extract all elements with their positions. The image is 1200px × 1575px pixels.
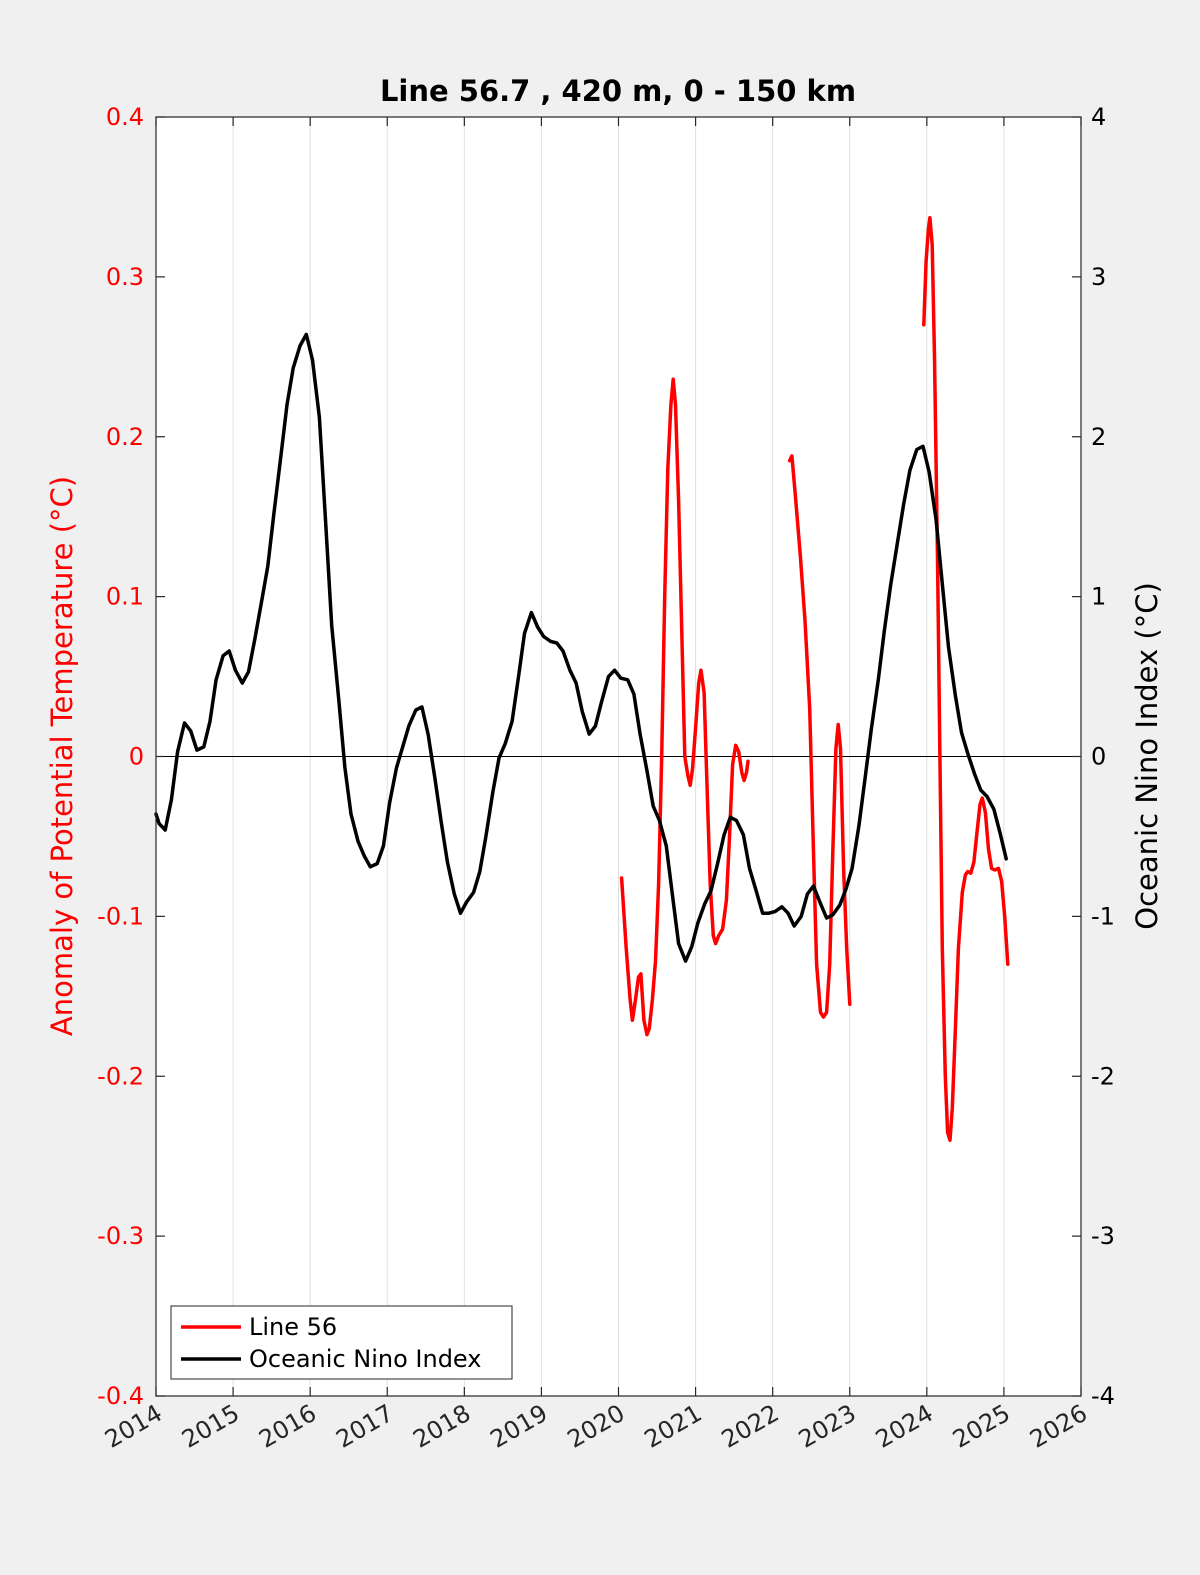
y-right-tick-label: 2 <box>1091 423 1106 451</box>
y-right-axis-label: Oceanic Nino Index (°C) <box>1130 582 1164 930</box>
series-line-line-56-segment-1 <box>619 377 750 1037</box>
y-right-tick-label: 1 <box>1091 583 1106 611</box>
y-left-tick-label: -0.4 <box>97 1382 144 1410</box>
y-right-tick-label: -3 <box>1091 1222 1115 1250</box>
series-line-line-56-segment-2 <box>787 454 852 1019</box>
series-line-oceanic-nino-index <box>154 332 1008 963</box>
y-right-tick-label: -2 <box>1091 1062 1115 1090</box>
series-line-line-56-segment-3 <box>922 215 1010 1142</box>
legend-box <box>170 1305 513 1380</box>
y-left-tick-label: 0.2 <box>106 423 144 451</box>
chart-title: Line 56.7 , 420 m, 0 - 150 km <box>380 74 856 108</box>
legend: Line 56 Oceanic Nino Index <box>170 1305 513 1380</box>
y-left-tick-label: 0.4 <box>106 103 144 131</box>
y-right-tick-label: -1 <box>1091 902 1115 930</box>
legend-label-line-56: Line 56 <box>249 1313 337 1341</box>
series-layer <box>154 215 1010 1142</box>
y-right-tick-label: 0 <box>1091 743 1106 771</box>
y-left-axis-label: Anomaly of Potential Temperature (°C) <box>45 476 79 1036</box>
y-left-tick-label: 0.1 <box>106 583 144 611</box>
y-left-tick-label: -0.2 <box>97 1062 144 1090</box>
y-left-tick-label: 0.3 <box>106 263 144 291</box>
y-right-tick-label: 3 <box>1091 263 1106 291</box>
legend-label-oceanic-nino-index: Oceanic Nino Index <box>249 1345 481 1373</box>
tick-marks <box>155 116 1082 1397</box>
y-left-tick-label: -0.3 <box>97 1222 144 1250</box>
y-left-tick-label: 0 <box>129 743 144 771</box>
y-left-tick-label: -0.1 <box>97 902 144 930</box>
y-right-tick-label: -4 <box>1091 1382 1115 1410</box>
y-right-tick-label: 4 <box>1091 103 1106 131</box>
